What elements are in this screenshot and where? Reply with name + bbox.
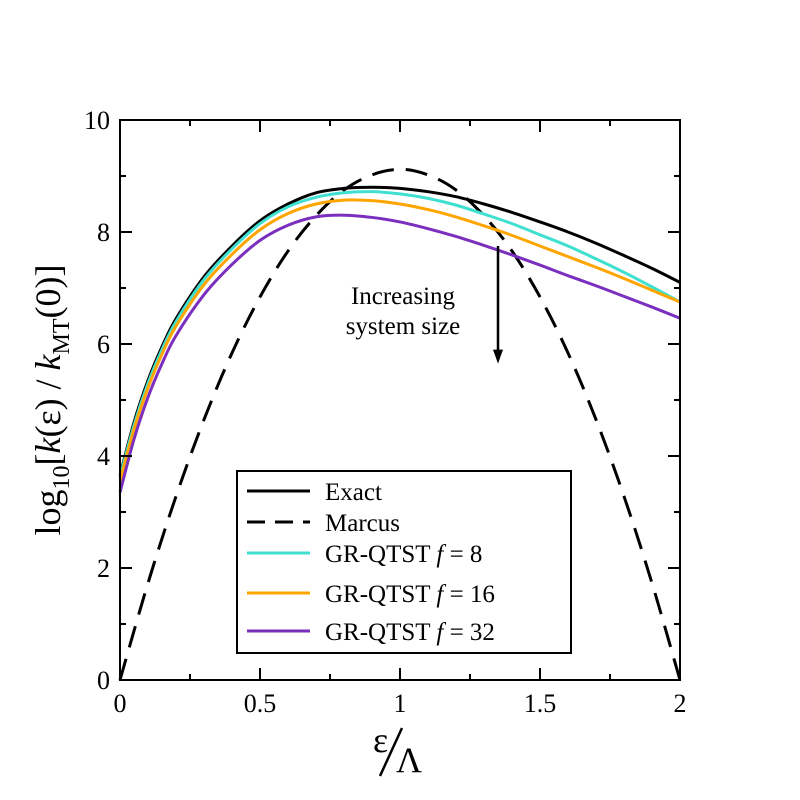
x-tick-label: 1.5 bbox=[524, 689, 557, 718]
ylabel-log-sub: 10 bbox=[49, 466, 75, 490]
legend-f32-text: GR-QTST bbox=[325, 619, 430, 646]
plot-frame bbox=[119, 119, 681, 681]
series-line-marcus bbox=[118, 167, 682, 681]
y-tick-label: 10 bbox=[84, 106, 110, 135]
ylabel-arg1: (ε) bbox=[28, 398, 68, 437]
ylabel-log: log bbox=[28, 490, 68, 536]
legend-label-f8: GR-QTST f = 8 bbox=[325, 541, 482, 568]
legend-f16-text: GR-QTST bbox=[325, 581, 430, 608]
legend-f32-symbol: f bbox=[436, 619, 446, 646]
xlabel-denominator: Λ bbox=[396, 740, 422, 780]
x-axis-title: ε Λ bbox=[373, 720, 422, 780]
ylabel-arg2: (0) bbox=[28, 276, 68, 318]
legend-label-f32: GR-QTST f = 32 bbox=[325, 619, 495, 646]
legend-label-exact: Exact bbox=[325, 479, 382, 506]
x-tick-label: 2 bbox=[674, 689, 687, 718]
x-tick-label: 0.5 bbox=[244, 689, 277, 718]
legend-f8-text: GR-QTST bbox=[325, 541, 430, 568]
legend-f8-symbol: f bbox=[436, 541, 446, 568]
y-tick-label: 4 bbox=[97, 442, 110, 471]
ylabel-open: [ bbox=[28, 454, 68, 466]
ylabel-mt-sub: MT bbox=[49, 318, 75, 354]
annotation-arrow-head bbox=[493, 349, 503, 364]
ylabel-k2: k bbox=[28, 353, 68, 370]
y-axis-title-text: log10[k(ε) / kMT(0)] bbox=[28, 264, 75, 535]
series-line-gr-qtst-f-16 bbox=[118, 198, 681, 482]
xlabel-slash bbox=[378, 727, 404, 777]
ylabel-slash: / bbox=[28, 370, 68, 398]
legend-box bbox=[236, 470, 572, 654]
legend-f16-eq: = 16 bbox=[443, 581, 495, 608]
y-tick-label: 0 bbox=[97, 666, 110, 695]
annotation: Increasing system size bbox=[346, 246, 503, 364]
x-tick-label: 1 bbox=[394, 689, 407, 718]
y-tick-label: 6 bbox=[97, 330, 110, 359]
series-layer bbox=[118, 167, 682, 681]
legend: Exact Marcus GR-QTST f = 8 GR-QTST f = 1… bbox=[236, 470, 572, 654]
legend-f32-eq: = 32 bbox=[443, 619, 495, 646]
legend-f8-eq: = 8 bbox=[443, 541, 482, 568]
xlabel-numerator: ε bbox=[373, 720, 388, 760]
ylabel-close: ] bbox=[28, 264, 68, 276]
y-tick-label: 2 bbox=[97, 554, 110, 583]
annotation-line-2: system size bbox=[346, 313, 461, 340]
legend-f16-symbol: f bbox=[436, 581, 446, 608]
ylabel-k1: k bbox=[28, 437, 68, 454]
legend-label-f16: GR-QTST f = 16 bbox=[325, 581, 495, 608]
series-line-gr-qtst-f-32 bbox=[118, 213, 681, 493]
legend-label-marcus: Marcus bbox=[325, 510, 400, 537]
x-tick-label: 0 bbox=[114, 689, 127, 718]
series-line-gr-qtst-f-8 bbox=[118, 190, 681, 478]
y-tick-label: 8 bbox=[97, 218, 110, 247]
annotation-line-1: Increasing bbox=[351, 283, 456, 310]
y-axis-title: log10[k(ε) / kMT(0)] bbox=[28, 264, 75, 535]
